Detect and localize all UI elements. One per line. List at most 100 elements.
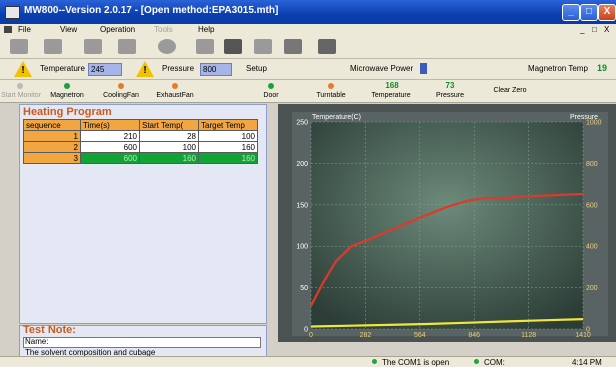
cooling-fan-indicator-icon bbox=[118, 83, 124, 89]
mdi-close[interactable]: X bbox=[604, 25, 610, 34]
clear-zero-button[interactable]: Clear Zero bbox=[493, 87, 527, 94]
magnetron-temp-value: 19 bbox=[597, 63, 608, 73]
app-icon bbox=[5, 6, 20, 19]
temperature-reading: 168 bbox=[385, 81, 399, 90]
x-tick-label: 282 bbox=[360, 332, 372, 339]
save-icon[interactable] bbox=[44, 39, 62, 54]
pressure-reading: 73 bbox=[445, 81, 455, 90]
table-row[interactable]: 1 210 28 100 bbox=[23, 130, 258, 142]
target-temp-cell[interactable]: 160 bbox=[198, 152, 258, 164]
exit-icon[interactable] bbox=[318, 39, 336, 54]
target-temp-cell[interactable]: 100 bbox=[198, 130, 258, 142]
y-tick-label-left: 250 bbox=[296, 120, 308, 127]
sequence-cell[interactable]: 3 bbox=[23, 152, 81, 164]
mdi-restore[interactable]: □ bbox=[592, 25, 597, 34]
indicator-bar: Start Monitor Magnetron CoolingFan Exhau… bbox=[0, 80, 616, 103]
report-icon[interactable] bbox=[196, 39, 214, 54]
new-icon[interactable] bbox=[84, 39, 102, 54]
y-tick-label-right: 800 bbox=[586, 161, 598, 168]
target-temp-cell[interactable]: 160 bbox=[198, 141, 258, 153]
start-monitor-icon bbox=[17, 83, 23, 89]
pressure-series-line bbox=[310, 318, 584, 328]
status-bar: The COM1 is open COM: 4:14 PM bbox=[0, 356, 616, 367]
cooling-fan-label: CoolingFan bbox=[103, 92, 139, 99]
y-tick-label-right: 400 bbox=[586, 244, 598, 251]
test-note-title: Test Note: bbox=[23, 324, 76, 336]
microwave-power-label: Microwave Power bbox=[350, 64, 414, 73]
setup-button[interactable]: Setup bbox=[246, 64, 267, 73]
menu-view[interactable]: View bbox=[60, 25, 78, 34]
com-label: COM: bbox=[484, 358, 505, 367]
time-cell[interactable]: 600 bbox=[80, 141, 140, 153]
microwave-power-bar bbox=[420, 63, 427, 74]
menu-bar: File View Operation Tools Help _ □ X bbox=[0, 24, 616, 36]
door-label: Door bbox=[263, 92, 279, 99]
x-tick-label: 0 bbox=[309, 332, 313, 339]
temperature-series-line bbox=[310, 192, 584, 307]
test-note-text[interactable]: The solvent composition and cubage bbox=[25, 348, 156, 357]
time-cell[interactable]: 210 bbox=[80, 130, 140, 142]
sequence-cell[interactable]: 1 bbox=[23, 130, 81, 142]
com-open-icon bbox=[372, 359, 377, 364]
setpoint-bar: ! Temperature 245 ! Pressure 800 Setup M… bbox=[0, 59, 616, 80]
table-row[interactable]: 3 600 160 160 bbox=[23, 152, 258, 164]
temperature-setpoint[interactable]: 245 bbox=[88, 63, 122, 76]
y-tick-label-left: 150 bbox=[296, 202, 308, 209]
maximize-button[interactable]: □ bbox=[580, 4, 598, 21]
monitor-chart-panel: 0 0 50 200 100 400 150 600 200 800 250 1000 0 282 564 8… bbox=[278, 104, 616, 342]
mdi-minimize[interactable]: _ bbox=[580, 25, 585, 34]
camera-icon[interactable] bbox=[284, 39, 302, 54]
close-button[interactable]: X bbox=[598, 4, 616, 21]
vessel-icon[interactable] bbox=[224, 39, 242, 54]
pressure-reading-label: Pressure bbox=[435, 92, 464, 99]
exhaust-fan-label: ExhaustFan bbox=[156, 92, 194, 99]
com-status-icon bbox=[474, 359, 479, 364]
magnetron-indicator-icon bbox=[64, 83, 70, 89]
sequence-cell[interactable]: 2 bbox=[23, 141, 81, 153]
turntable-label: Turntable bbox=[316, 92, 346, 99]
time-cell[interactable]: 600 bbox=[80, 152, 140, 164]
menu-file[interactable]: File bbox=[18, 25, 31, 34]
clock: 4:14 PM bbox=[572, 358, 602, 367]
temperature-reading-label: Temperature bbox=[371, 92, 411, 99]
menu-help[interactable]: Help bbox=[198, 25, 215, 34]
start-monitor-button[interactable]: Start Monitor bbox=[0, 92, 42, 99]
heating-program-title: Heating Program bbox=[23, 106, 112, 118]
heating-program-panel: Heating Program sequence Time(s) Start T… bbox=[19, 104, 267, 324]
column-header: sequence bbox=[23, 119, 81, 131]
turntable-indicator-icon bbox=[328, 83, 334, 89]
y-tick-label-right: 200 bbox=[586, 285, 598, 292]
y-axis-left-label: Temperature(C) bbox=[312, 114, 361, 121]
column-header: Time(s) bbox=[80, 119, 140, 131]
x-tick-label: 1128 bbox=[521, 332, 536, 339]
pressure-setpoint[interactable]: 800 bbox=[200, 63, 232, 76]
y-tick-label-left: 100 bbox=[296, 244, 308, 251]
x-tick-label: 1410 bbox=[575, 332, 591, 339]
y-tick-label-right: 0 bbox=[586, 327, 590, 334]
run-icon[interactable] bbox=[118, 39, 136, 54]
plot-area bbox=[311, 122, 583, 329]
column-header: Target Temp bbox=[198, 119, 258, 131]
magnetron-temp-label: Magnetron Temp bbox=[528, 64, 588, 73]
table-row[interactable]: 2 600 100 160 bbox=[23, 141, 258, 153]
y-tick-label-right: 600 bbox=[586, 202, 598, 209]
y-tick-label-left: 0 bbox=[304, 327, 308, 334]
y-tick-label-right: 1000 bbox=[586, 120, 602, 127]
start-temp-cell[interactable]: 160 bbox=[139, 152, 199, 164]
exhaust-fan-indicator-icon bbox=[172, 83, 178, 89]
heating-program-table[interactable]: sequence Time(s) Start Temp( Target Temp… bbox=[23, 119, 258, 164]
pressure-warning-icon bbox=[136, 61, 154, 77]
start-temp-cell[interactable]: 100 bbox=[139, 141, 199, 153]
name-label: Name: bbox=[25, 337, 49, 346]
name-field[interactable] bbox=[23, 337, 261, 348]
start-temp-cell[interactable]: 28 bbox=[139, 130, 199, 142]
minimize-button[interactable]: _ bbox=[562, 4, 580, 21]
sample-icon[interactable] bbox=[254, 39, 272, 54]
power-icon[interactable] bbox=[158, 39, 176, 54]
menu-operation[interactable]: Operation bbox=[100, 25, 136, 34]
menu-tools[interactable]: Tools bbox=[154, 25, 173, 34]
open-icon[interactable] bbox=[10, 39, 28, 54]
door-indicator-icon bbox=[268, 83, 274, 89]
pressure-label: Pressure bbox=[162, 64, 195, 73]
